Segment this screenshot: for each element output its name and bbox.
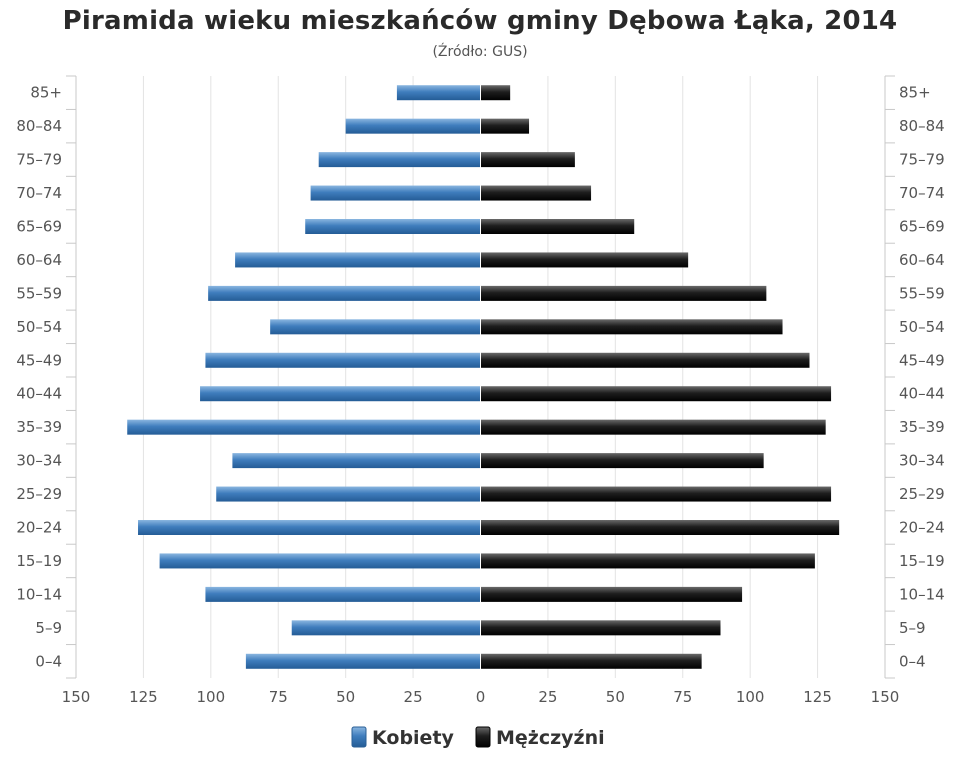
bar-kobiety[interactable] [127,419,481,435]
y-category-label-left: 55–59 [16,284,62,302]
bar-mezczyzni[interactable] [480,553,815,569]
bar-mezczyzni[interactable] [480,653,702,669]
bar-kobiety[interactable] [345,118,481,134]
y-category-label-right: 35–39 [899,418,945,436]
y-category-label-left: 75–79 [16,151,62,169]
x-tick-label: 125 [129,688,158,706]
x-tick-label: 75 [269,688,288,706]
bar-mezczyzni[interactable] [480,85,511,101]
bar-kobiety[interactable] [205,586,481,602]
bar-kobiety[interactable] [270,319,481,335]
bar-mezczyzni[interactable] [480,118,530,134]
y-category-label-left: 40–44 [16,385,62,403]
y-category-label-right: 40–44 [899,385,945,403]
y-category-label-left: 0–4 [35,652,62,670]
y-category-label-right: 15–19 [899,552,945,570]
y-category-label-left: 15–19 [16,552,62,570]
bar-kobiety[interactable] [235,252,481,268]
bar-mezczyzni[interactable] [480,419,826,435]
x-tick-label: 25 [404,688,423,706]
y-category-label-left: 50–54 [16,318,62,336]
y-category-label-right: 30–34 [899,452,945,470]
bar-kobiety[interactable] [138,520,481,535]
y-category-label-left: 70–74 [16,184,62,202]
chart-title: Piramida wieku mieszkańców gminy Dębowa … [62,6,898,36]
y-category-label-right: 80–84 [899,117,945,135]
x-tick-label: 150 [62,688,91,706]
y-category-label-right: 55–59 [899,284,945,302]
y-category-label-left: 10–14 [16,585,62,603]
bar-mezczyzni[interactable] [480,586,743,602]
y-category-label-right: 20–24 [899,519,945,537]
y-category-label-left: 65–69 [16,218,62,236]
bars [127,76,840,678]
y-category-label-right: 50–54 [899,318,945,336]
bar-mezczyzni[interactable] [480,319,783,335]
bar-mezczyzni[interactable] [480,620,721,636]
bar-mezczyzni[interactable] [480,520,840,535]
bar-kobiety[interactable] [205,352,481,368]
y-category-label-right: 85+ [899,84,931,102]
y-category-label-left: 30–34 [16,452,62,470]
x-tick-label: 150 [871,688,900,706]
legend[interactable]: Kobiety Mężczyźni [351,726,605,749]
x-tick-label: 100 [197,688,226,706]
y-category-label-right: 10–14 [899,585,945,603]
bar-kobiety[interactable] [318,152,481,168]
bar-kobiety[interactable] [396,85,481,101]
y-category-label-left: 20–24 [16,519,62,537]
legend-swatch-mezczyzni[interactable] [475,726,491,748]
bar-mezczyzni[interactable] [480,152,575,168]
y-category-label-left: 85+ [30,84,62,102]
y-category-label-left: 60–64 [16,251,62,269]
bar-kobiety[interactable] [232,453,481,469]
bar-kobiety[interactable] [291,620,481,636]
bar-mezczyzni[interactable] [480,185,592,201]
chart-subtitle: (Źródło: GUS) [432,44,528,60]
bar-mezczyzni[interactable] [480,252,689,268]
y-category-label-right: 65–69 [899,218,945,236]
bar-mezczyzni[interactable] [480,386,832,402]
y-category-label-right: 45–49 [899,351,945,369]
y-category-label-left: 80–84 [16,117,62,135]
y-category-label-right: 60–64 [899,251,945,269]
bar-mezczyzni[interactable] [480,219,635,234]
y-category-label-left: 35–39 [16,418,62,436]
bar-kobiety[interactable] [200,386,481,402]
legend-swatch-kobiety[interactable] [351,726,367,748]
x-tick-label: 25 [538,688,557,706]
y-category-label-right: 0–4 [899,652,926,670]
x-tick-label: 100 [736,688,765,706]
x-tick-label: 50 [606,688,625,706]
bar-kobiety[interactable] [310,185,481,201]
bar-mezczyzni[interactable] [480,453,764,469]
legend-label-kobiety[interactable]: Kobiety [372,727,455,749]
x-tick-label: 125 [803,688,832,706]
y-category-label-right: 70–74 [899,184,945,202]
x-tick-label: 50 [336,688,355,706]
bar-kobiety[interactable] [208,285,481,301]
y-category-label-left: 45–49 [16,351,62,369]
bar-kobiety[interactable] [245,653,481,669]
y-category-label-left: 5–9 [35,619,62,637]
y-category-label-right: 25–29 [899,485,945,503]
y-category-label-left: 25–29 [16,485,62,503]
y-category-label-right: 75–79 [899,151,945,169]
y-category-label-right: 5–9 [899,619,926,637]
bar-mezczyzni[interactable] [480,352,810,368]
bar-mezczyzni[interactable] [480,486,832,502]
bar-kobiety[interactable] [305,219,481,234]
bar-kobiety[interactable] [216,486,481,502]
bar-mezczyzni[interactable] [480,285,767,301]
bar-kobiety[interactable] [159,553,481,569]
x-tick-label: 0 [476,688,486,706]
legend-label-mezczyzni[interactable]: Mężczyźni [496,727,605,749]
x-tick-label: 75 [673,688,692,706]
